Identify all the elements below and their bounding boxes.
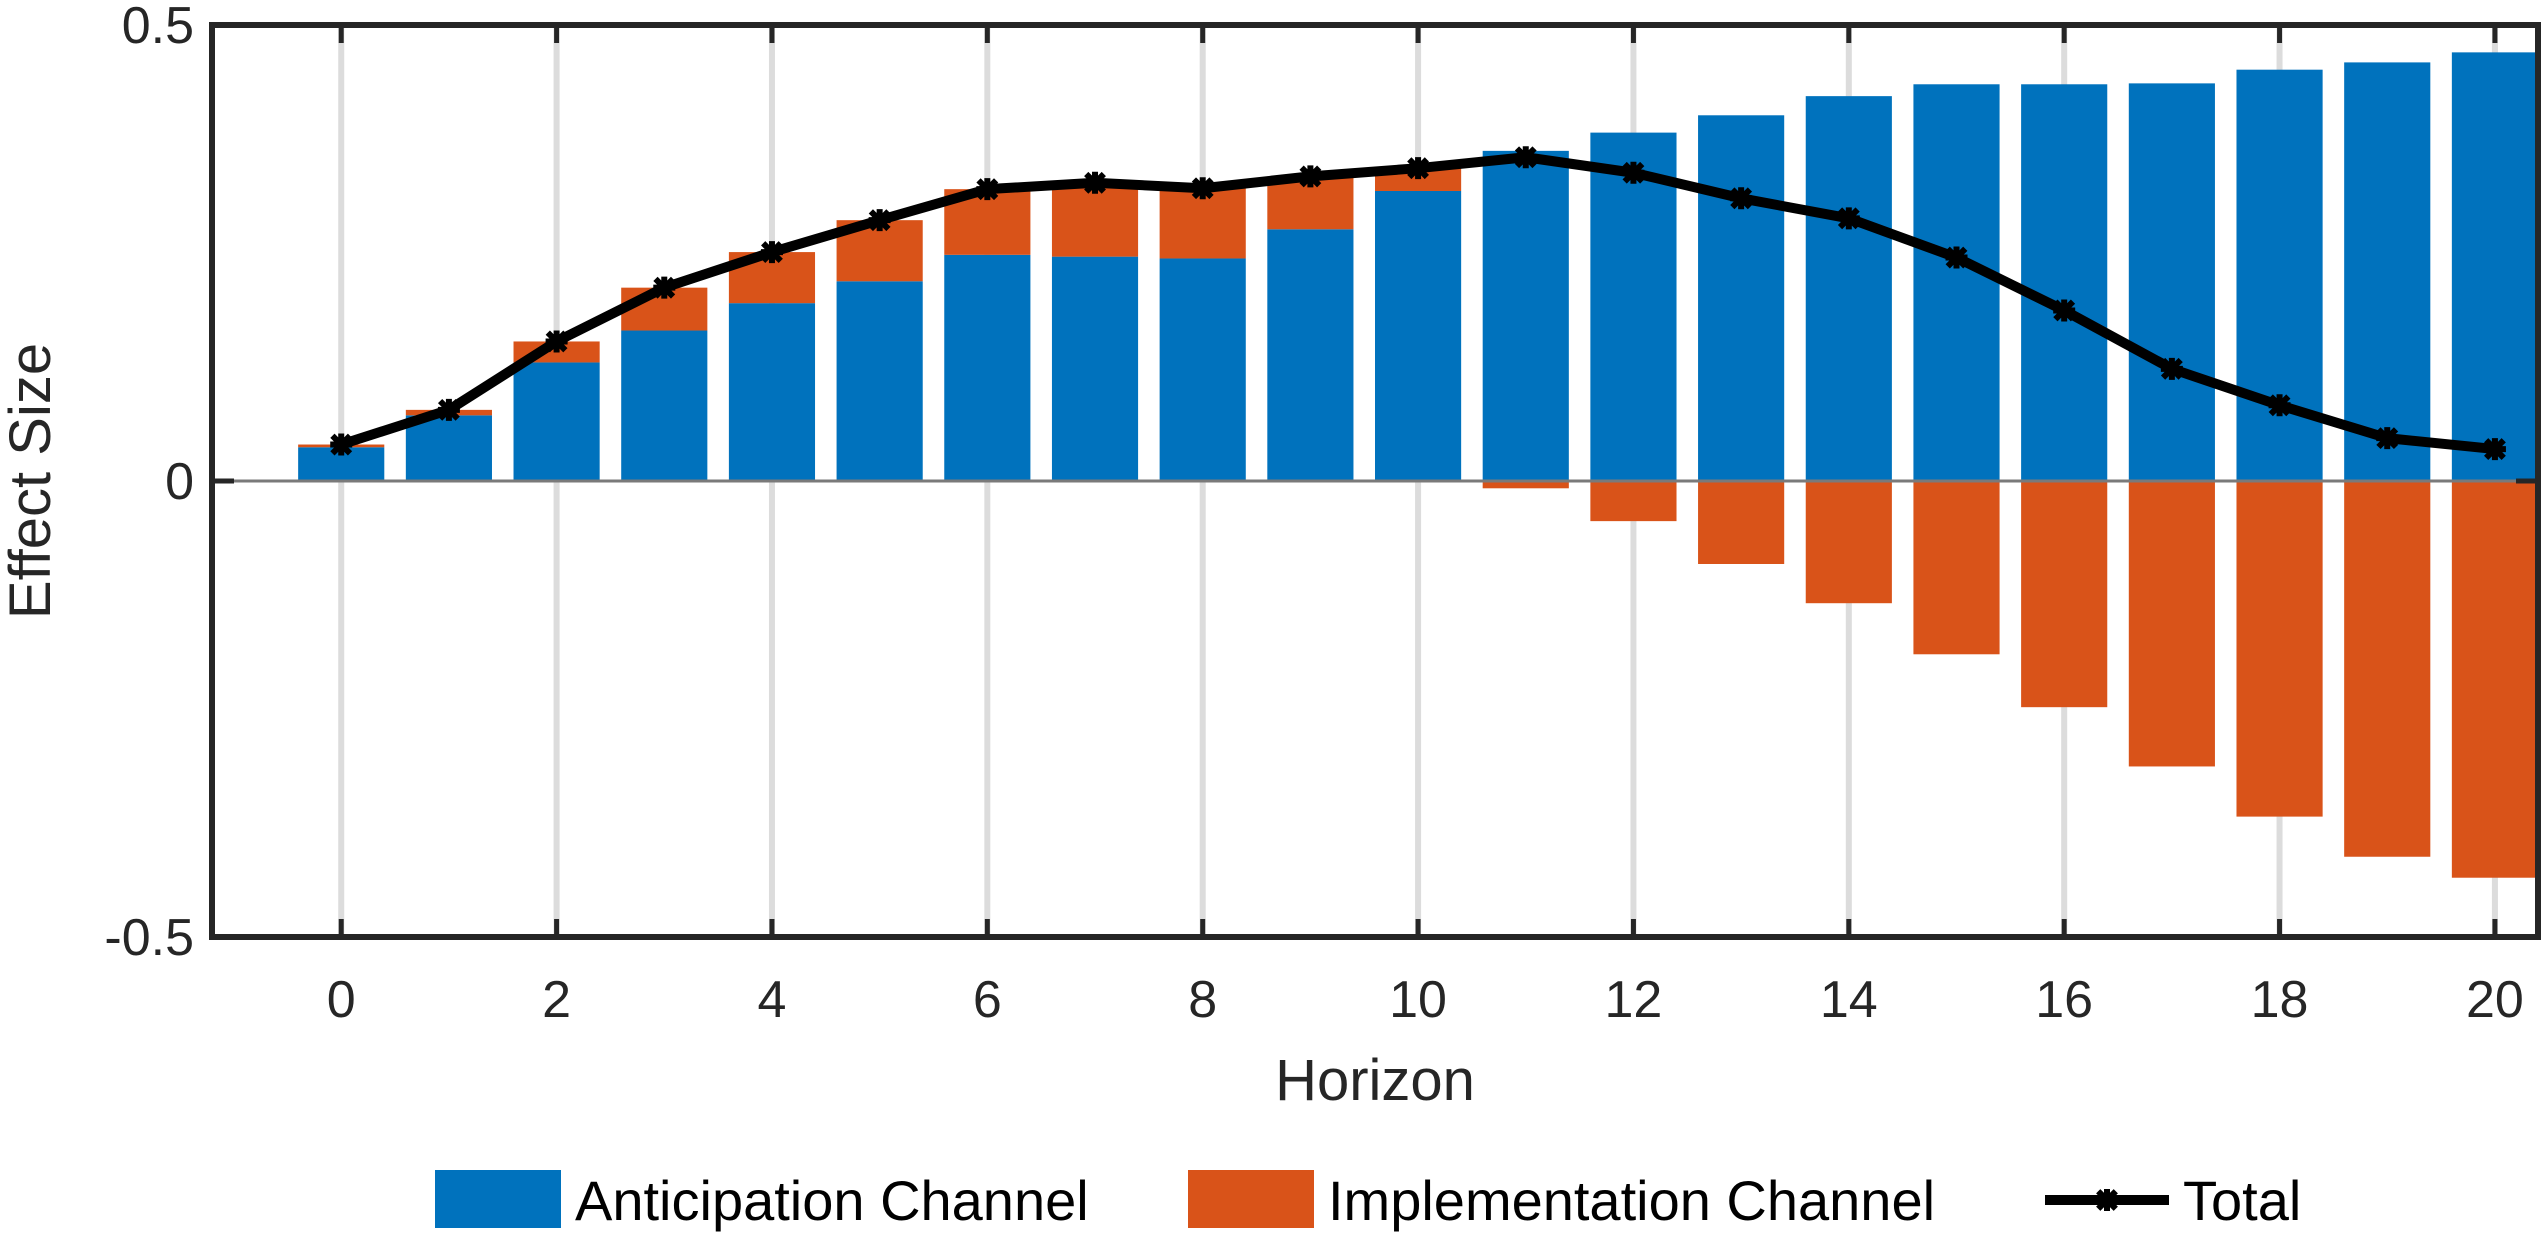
bar-anticipation xyxy=(1482,150,1569,481)
total-marker xyxy=(1622,161,1645,184)
total-marker xyxy=(2096,1189,2118,1211)
bar-implementation xyxy=(2128,481,2215,767)
y-tick-label: 0 xyxy=(165,453,194,511)
bar-implementation xyxy=(1698,481,1785,564)
bar-anticipation xyxy=(728,303,816,481)
total-marker xyxy=(1514,146,1537,169)
x-tick-label: 18 xyxy=(2251,971,2309,1029)
total-marker xyxy=(2053,299,2076,322)
x-tick-label: 14 xyxy=(1820,971,1878,1029)
bar-anticipation xyxy=(1590,132,1677,481)
total-marker xyxy=(2268,394,2291,417)
x-tick-label: 16 xyxy=(2035,971,2093,1029)
bar-anticipation xyxy=(1913,84,2000,481)
legend-swatch xyxy=(1188,1170,1314,1228)
total-marker xyxy=(1084,171,1107,194)
bar-anticipation xyxy=(1375,190,1462,481)
x-tick-label: 20 xyxy=(2466,971,2524,1029)
bar-implementation xyxy=(2344,481,2431,857)
x-tick-label: 4 xyxy=(758,971,787,1029)
bar-anticipation xyxy=(1159,258,1246,481)
bar-implementation xyxy=(1913,481,2000,655)
legend-label: Anticipation Channel xyxy=(575,1169,1089,1232)
bar-implementation xyxy=(1805,481,1892,604)
legend-swatch xyxy=(435,1170,561,1228)
total-marker xyxy=(545,330,568,353)
y-axis-label: Effect Size xyxy=(0,343,63,619)
total-marker xyxy=(1837,207,1860,230)
total-marker xyxy=(653,276,676,299)
x-tick-label: 12 xyxy=(1605,971,1663,1029)
total-marker xyxy=(330,433,353,456)
bar-series xyxy=(298,52,2538,878)
legend-label: Total xyxy=(2183,1169,2301,1232)
bar-anticipation xyxy=(944,254,1031,481)
total-marker xyxy=(1191,177,1214,200)
y-tick-label: -0.5 xyxy=(104,909,194,967)
bar-anticipation xyxy=(1698,115,1785,482)
legend: Anticipation Channel Implementation Chann… xyxy=(435,1169,2301,1232)
x-tick-label: 10 xyxy=(1389,971,1447,1029)
y-tick-label: 0.5 xyxy=(122,0,194,55)
x-tick-label: 2 xyxy=(542,971,571,1029)
bar-anticipation xyxy=(513,362,600,481)
bar-anticipation xyxy=(2451,52,2538,482)
total-marker xyxy=(868,209,891,232)
total-marker xyxy=(2483,438,2506,461)
bar-implementation xyxy=(1051,182,1139,257)
total-marker xyxy=(1730,187,1753,210)
bar-anticipation xyxy=(836,281,923,481)
bar-anticipation xyxy=(2128,83,2215,482)
bar-implementation xyxy=(1590,481,1677,522)
bar-implementation xyxy=(1159,188,1246,259)
x-axis-label: Horizon xyxy=(1275,1048,1475,1113)
bar-implementation xyxy=(2451,481,2538,878)
bar-implementation xyxy=(2021,481,2108,708)
x-axis-ticks: 0 2 4 6 8 10 12 14 16 18 20 xyxy=(327,25,2524,1029)
total-line-series xyxy=(330,146,2506,461)
bar-anticipation xyxy=(2344,62,2431,481)
total-marker xyxy=(1299,165,1322,188)
bar-implementation xyxy=(2236,481,2323,817)
bar-anticipation xyxy=(1805,96,1892,482)
x-tick-label: 8 xyxy=(1188,971,1217,1029)
x-tick-label: 6 xyxy=(973,971,1002,1029)
bar-implementation xyxy=(1482,481,1569,489)
total-marker xyxy=(2376,427,2399,450)
total-marker xyxy=(1945,246,1968,269)
bar-anticipation xyxy=(621,330,708,481)
bar-anticipation xyxy=(2021,84,2108,481)
total-marker xyxy=(1407,157,1430,180)
legend-label: Implementation Channel xyxy=(1328,1169,1935,1232)
total-marker xyxy=(760,241,783,264)
y-axis-ticks: -0.5 0 0.5 xyxy=(104,0,2538,967)
total-marker xyxy=(976,178,999,201)
bar-anticipation xyxy=(1051,256,1139,481)
bar-anticipation xyxy=(405,415,492,481)
total-marker xyxy=(2160,357,2183,380)
x-tick-label: 0 xyxy=(327,971,356,1029)
total-marker xyxy=(437,398,460,421)
bar-anticipation xyxy=(1267,229,1354,481)
